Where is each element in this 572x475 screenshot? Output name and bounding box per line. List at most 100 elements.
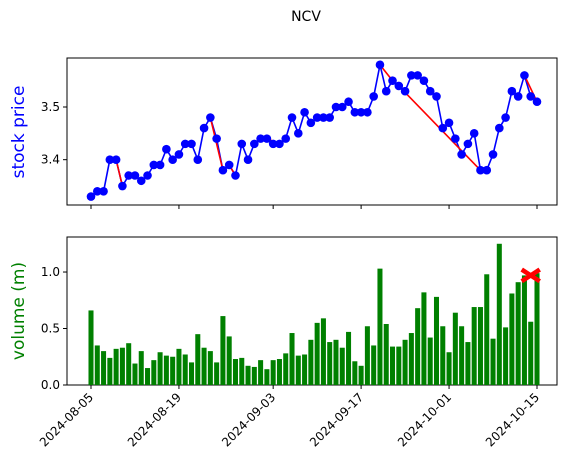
price-point — [193, 155, 203, 164]
volume-bar — [320, 318, 326, 385]
price-point — [92, 187, 102, 196]
price-point — [187, 139, 196, 149]
price-point — [149, 160, 159, 170]
volume-bar — [195, 334, 201, 385]
volume-bar — [232, 359, 238, 385]
volume-bar — [126, 343, 132, 385]
volume-bar — [364, 326, 370, 385]
volume-bar — [503, 327, 509, 385]
volume-bar — [258, 360, 264, 385]
volume-x-marker — [520, 267, 541, 284]
volume-bar — [283, 353, 289, 385]
volume-bar — [245, 365, 251, 385]
price-point — [275, 139, 284, 149]
price-point — [180, 139, 190, 149]
volume-bar — [113, 348, 119, 385]
price-point — [476, 165, 485, 175]
volume-bar — [264, 369, 270, 385]
volume-bar — [88, 310, 94, 385]
volume-bar — [101, 351, 107, 385]
price-point — [136, 176, 146, 186]
volume-bar — [477, 307, 483, 385]
price-point — [287, 113, 297, 122]
price-point — [375, 60, 385, 70]
volume-bar — [188, 362, 195, 385]
volume-bar — [333, 339, 339, 385]
price-point — [237, 139, 247, 149]
price-point — [206, 113, 215, 122]
price-drop-segment — [209, 117, 224, 171]
price-ytick-label: 3.5 — [41, 100, 60, 114]
price-point — [501, 113, 510, 122]
volume-bar — [352, 361, 358, 385]
price-point — [469, 129, 479, 138]
price-point — [407, 71, 416, 80]
volume-bar — [308, 339, 314, 385]
price-point — [312, 113, 322, 122]
price-point — [118, 181, 127, 191]
price-point — [363, 107, 372, 117]
volume-bar — [107, 357, 113, 385]
volume-bar — [289, 333, 295, 385]
volume-bar — [214, 362, 220, 385]
volume-bar — [176, 348, 182, 385]
price-point — [243, 155, 253, 164]
price-point — [162, 144, 171, 154]
volume-bar — [371, 345, 377, 385]
volume-bar — [521, 275, 527, 385]
volume-xtick-label: 2024-08-05 — [37, 390, 96, 449]
volume-xtick-label: 2024-09-03 — [219, 390, 278, 449]
price-point — [231, 171, 240, 180]
price-panel: 3.4 3.5 — [41, 57, 558, 209]
volume-bar — [465, 342, 471, 385]
price-point — [350, 107, 360, 117]
volume-bar — [138, 351, 144, 385]
price-point — [199, 123, 209, 133]
volume-bar — [346, 331, 352, 385]
volume-bar — [327, 342, 333, 385]
price-drop-segment — [115, 159, 124, 187]
volume-bar — [239, 357, 245, 385]
price-point — [224, 160, 234, 170]
price-point — [513, 92, 523, 101]
price-point — [111, 155, 121, 164]
volume-bar — [496, 243, 502, 385]
price-point — [293, 129, 303, 138]
price-point — [526, 92, 536, 101]
price-point — [306, 118, 316, 128]
volume-bar — [459, 326, 465, 385]
volume-bar — [151, 360, 157, 385]
price-axis-label: stock price — [9, 86, 29, 179]
price-point — [520, 71, 529, 80]
price-point — [130, 171, 140, 180]
volume-bar — [515, 282, 521, 385]
volume-bar — [201, 347, 207, 385]
price-point — [388, 76, 397, 85]
price-line — [90, 64, 538, 198]
chart-title: NCV — [291, 9, 321, 25]
volume-bar — [339, 347, 345, 385]
volume-bar — [251, 366, 257, 385]
price-point — [319, 113, 328, 122]
volume-bar — [452, 312, 458, 385]
volume-bar — [220, 316, 226, 385]
price-point — [99, 187, 108, 196]
volume-bar — [377, 268, 383, 385]
price-point — [532, 97, 542, 107]
volume-bar — [314, 322, 320, 385]
price-point — [105, 155, 115, 164]
volume-bar — [182, 354, 188, 385]
price-point — [457, 150, 466, 159]
volume-bar — [295, 355, 301, 385]
price-point — [451, 134, 460, 143]
price-point — [381, 86, 391, 96]
price-point — [400, 86, 410, 96]
price-point — [325, 113, 335, 122]
volume-xtick-label: 2024-08-19 — [125, 390, 184, 449]
volume-bar — [390, 346, 396, 385]
price-point — [507, 86, 517, 96]
price-point — [256, 134, 265, 143]
volume-bar — [421, 292, 427, 385]
volume-xtick-label: 2024-10-15 — [483, 390, 542, 449]
